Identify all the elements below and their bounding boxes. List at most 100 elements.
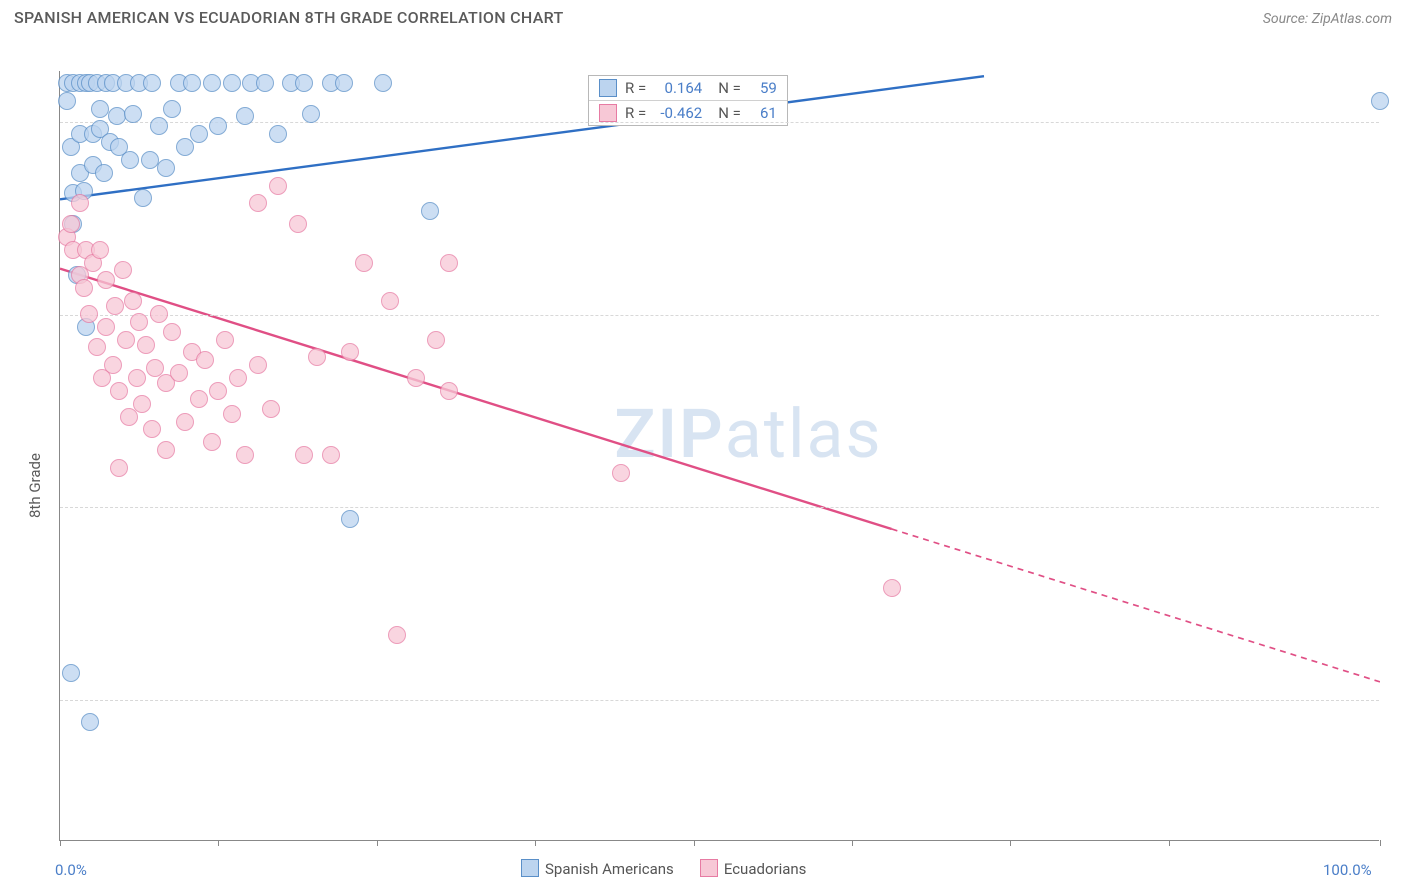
trend-lines <box>60 71 1380 841</box>
x-tick <box>1380 840 1381 846</box>
data-point <box>355 254 373 272</box>
data-point <box>427 331 445 349</box>
data-point <box>150 305 168 323</box>
data-point <box>407 369 425 387</box>
x-tick <box>535 840 536 846</box>
data-point <box>91 241 109 259</box>
legend-n-value: 59 <box>749 79 777 97</box>
legend-n-value: 61 <box>749 104 777 122</box>
data-point <box>381 292 399 310</box>
data-point <box>269 125 287 143</box>
data-point <box>262 400 280 418</box>
plot-area: ZIPatlas R =0.164N =59R =-0.462N =61 100… <box>59 71 1379 841</box>
data-point <box>121 151 139 169</box>
data-point <box>256 74 274 92</box>
data-point <box>223 74 241 92</box>
data-point <box>80 305 98 323</box>
data-point <box>269 177 287 195</box>
data-point <box>203 74 221 92</box>
data-point <box>134 189 152 207</box>
data-point <box>75 279 93 297</box>
data-point <box>1371 92 1389 110</box>
bottom-legend: Spanish AmericansEcuadorians <box>521 859 806 878</box>
x-tick <box>60 840 61 846</box>
data-point <box>440 382 458 400</box>
trend-line-dashed <box>892 529 1380 682</box>
legend-r-value: 0.164 <box>654 79 702 97</box>
data-point <box>117 331 135 349</box>
data-point <box>249 356 267 374</box>
data-point <box>883 579 901 597</box>
data-point <box>143 74 161 92</box>
legend-n-label: N = <box>718 104 741 122</box>
x-min-label: 0.0% <box>55 861 87 879</box>
data-point <box>295 74 313 92</box>
data-point <box>190 390 208 408</box>
gridline <box>60 507 1379 508</box>
data-point <box>176 413 194 431</box>
data-point <box>88 338 106 356</box>
data-point <box>440 254 458 272</box>
data-point <box>95 164 113 182</box>
data-point <box>335 74 353 92</box>
data-point <box>236 107 254 125</box>
y-tick-label: 100.0% <box>1391 113 1406 131</box>
x-tick <box>694 840 695 846</box>
y-tick-label: 92.5% <box>1391 306 1406 324</box>
y-tick-label: 85.0% <box>1391 498 1406 516</box>
data-point <box>91 100 109 118</box>
data-point <box>302 105 320 123</box>
legend-swatch <box>521 859 539 877</box>
gridline <box>60 122 1379 123</box>
data-point <box>374 74 392 92</box>
watermark-zip: ZIP <box>614 394 724 474</box>
legend-n-label: N = <box>718 79 741 97</box>
data-point <box>124 105 142 123</box>
data-point <box>289 215 307 233</box>
data-point <box>137 336 155 354</box>
data-point <box>223 405 241 423</box>
data-point <box>216 331 234 349</box>
data-point <box>249 194 267 212</box>
data-point <box>157 159 175 177</box>
data-point <box>97 271 115 289</box>
data-point <box>209 117 227 135</box>
data-point <box>229 369 247 387</box>
data-point <box>81 713 99 731</box>
legend-r-label: R = <box>625 104 646 122</box>
y-axis-title: 8th Grade <box>26 453 44 518</box>
data-point <box>110 459 128 477</box>
x-tick <box>1169 840 1170 846</box>
x-tick <box>1010 840 1011 846</box>
x-tick <box>377 840 378 846</box>
data-point <box>114 261 132 279</box>
legend-swatch <box>700 859 718 877</box>
bottom-legend-item: Spanish Americans <box>521 859 674 878</box>
data-point <box>308 348 326 366</box>
trend-line <box>60 269 892 529</box>
legend-row: R = -0.462 N = 61 <box>589 100 787 125</box>
data-point <box>421 202 439 220</box>
gridline <box>60 700 1379 701</box>
y-tick-label: 77.5% <box>1391 691 1406 709</box>
source-label: Source: ZipAtlas.com <box>1263 11 1392 27</box>
legend-r-label: R = <box>625 79 646 97</box>
data-point <box>128 369 146 387</box>
data-point <box>209 382 227 400</box>
data-point <box>190 125 208 143</box>
data-point <box>322 446 340 464</box>
legend-r-value: -0.462 <box>654 104 702 122</box>
data-point <box>62 664 80 682</box>
data-point <box>612 464 630 482</box>
data-point <box>236 446 254 464</box>
data-point <box>196 351 214 369</box>
legend-row: R = 0.164 N = 59 <box>589 76 787 100</box>
gridline <box>60 315 1379 316</box>
data-point <box>388 626 406 644</box>
data-point <box>130 313 148 331</box>
data-point <box>163 323 181 341</box>
x-max-label: 100.0% <box>1323 861 1372 879</box>
chart-title: SPANISH AMERICAN VS ECUADORIAN 8TH GRADE… <box>14 8 564 27</box>
x-tick <box>852 840 853 846</box>
data-point <box>133 395 151 413</box>
